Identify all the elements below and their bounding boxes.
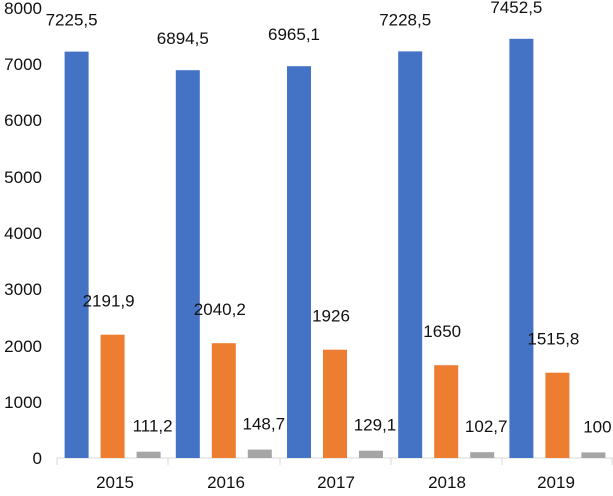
y-tick-label: 0 bbox=[33, 449, 42, 468]
data-label: 100 bbox=[583, 417, 611, 436]
x-tick-label: 2015 bbox=[96, 473, 134, 491]
bar bbox=[359, 450, 383, 458]
bar bbox=[581, 452, 606, 458]
data-label: 1515,8 bbox=[527, 330, 579, 349]
x-tick-label: 2016 bbox=[207, 473, 245, 491]
bar bbox=[470, 452, 495, 458]
data-label: 2191,9 bbox=[83, 292, 135, 311]
bar bbox=[247, 449, 272, 458]
data-label: 2040,2 bbox=[194, 300, 246, 319]
data-labels-group: 7225,5 6894,5 6965,1 7228,5 7452,5 2191,9 2040… bbox=[46, 0, 612, 436]
data-label: 7225,5 bbox=[46, 11, 98, 30]
x-axis-ticks: 2015 2016 2017 2018 2019 bbox=[96, 473, 575, 492]
y-tick-label: 3000 bbox=[4, 280, 42, 299]
data-label: 148,7 bbox=[243, 415, 286, 434]
y-tick-label: 1000 bbox=[4, 393, 42, 412]
y-tick-label: 5000 bbox=[4, 168, 42, 187]
y-tick-label: 6000 bbox=[4, 111, 42, 130]
y-tick-label: 4000 bbox=[4, 224, 42, 243]
bar bbox=[136, 451, 161, 458]
y-tick-label: 2000 bbox=[4, 337, 42, 356]
bar bbox=[175, 70, 200, 458]
y-axis-ticks: 0 1000 2000 3000 4000 5000 6000 7000 800… bbox=[4, 0, 42, 468]
chart-axes bbox=[56, 457, 613, 465]
data-label: 129,1 bbox=[354, 416, 397, 435]
data-label: 6894,5 bbox=[157, 29, 209, 48]
bar bbox=[509, 38, 534, 459]
x-tick-label: 2017 bbox=[317, 473, 355, 491]
data-label: 6965,1 bbox=[268, 25, 320, 44]
x-tick-label: 2018 bbox=[428, 473, 466, 491]
data-label: 1926 bbox=[312, 307, 350, 326]
bar bbox=[287, 66, 311, 458]
data-label: 111,2 bbox=[133, 417, 173, 436]
y-tick-label: 7000 bbox=[4, 55, 42, 74]
x-tick-label: 2019 bbox=[537, 473, 575, 491]
bar bbox=[398, 51, 423, 459]
bar bbox=[211, 343, 236, 458]
bar bbox=[64, 51, 89, 458]
bar bbox=[100, 334, 125, 458]
data-label: 1650 bbox=[423, 322, 461, 341]
y-tick-label: 8000 bbox=[4, 0, 42, 18]
data-label: 7228,5 bbox=[379, 10, 431, 29]
bar bbox=[323, 349, 347, 458]
bar bbox=[434, 365, 459, 458]
data-label: 7452,5 bbox=[490, 0, 542, 17]
data-label: 102,7 bbox=[465, 417, 508, 436]
bar bbox=[545, 372, 570, 458]
bars-group bbox=[64, 38, 606, 459]
